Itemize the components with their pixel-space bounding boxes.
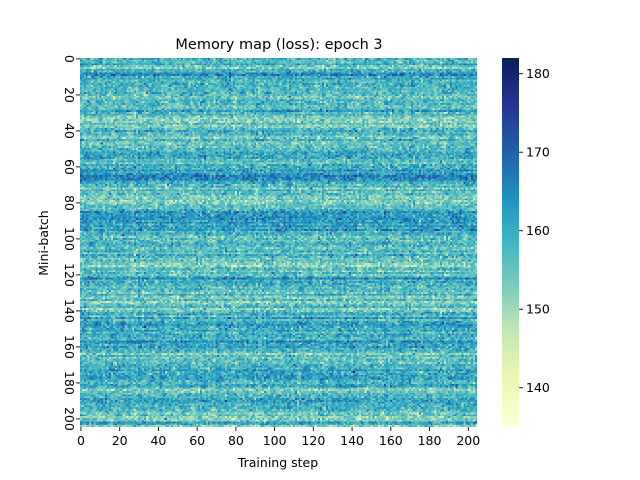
colorbar-tick-label: 180 <box>526 66 550 81</box>
x-tick-label: 140 <box>340 433 364 448</box>
y-tick-label: 180 <box>62 371 77 395</box>
y-tick-label: 80 <box>62 195 77 211</box>
colorbar <box>502 58 519 427</box>
x-tick-label: 40 <box>150 433 166 448</box>
x-tick-label: 20 <box>112 433 128 448</box>
x-axis-label: Training step <box>237 455 318 470</box>
y-tick-label: 200 <box>62 407 77 431</box>
chart-title: Memory map (loss): epoch 3 <box>175 37 382 53</box>
x-tick-label: 60 <box>189 433 205 448</box>
x-tick-label: 80 <box>228 433 244 448</box>
colorbar-tick-label: 160 <box>526 223 550 238</box>
x-tick-label: 160 <box>379 433 403 448</box>
y-tick-label: 60 <box>62 159 77 175</box>
x-axis: 0 20 40 60 80 100 120 140 160 180 200 <box>77 427 480 448</box>
y-tick-label: 0 <box>62 55 77 63</box>
x-tick-label: 120 <box>301 433 325 448</box>
y-tick-label: 160 <box>62 335 77 359</box>
colorbar-tick-label: 140 <box>526 380 550 395</box>
x-tick-label: 200 <box>456 433 480 448</box>
x-tick-label: 180 <box>418 433 442 448</box>
y-tick-label: 40 <box>62 123 77 139</box>
y-tick-label: 120 <box>62 263 77 287</box>
heatmap-cells <box>80 58 477 427</box>
x-tick-label: 0 <box>77 433 85 448</box>
heatmap-plot-area <box>80 58 477 427</box>
colorbar-tick-label: 170 <box>526 145 550 160</box>
y-tick-label: 20 <box>62 87 77 103</box>
x-tick-label: 100 <box>263 433 287 448</box>
y-tick-label: 140 <box>62 299 77 323</box>
y-axis-label: Mini-batch <box>36 210 51 275</box>
y-tick-label: 100 <box>62 227 77 251</box>
y-axis: 0 20 40 60 80 100 120 140 160 180 200 <box>62 55 80 431</box>
colorbar-axis: 140 150 160 170 180 <box>519 66 550 395</box>
colorbar-tick-label: 150 <box>526 302 550 317</box>
